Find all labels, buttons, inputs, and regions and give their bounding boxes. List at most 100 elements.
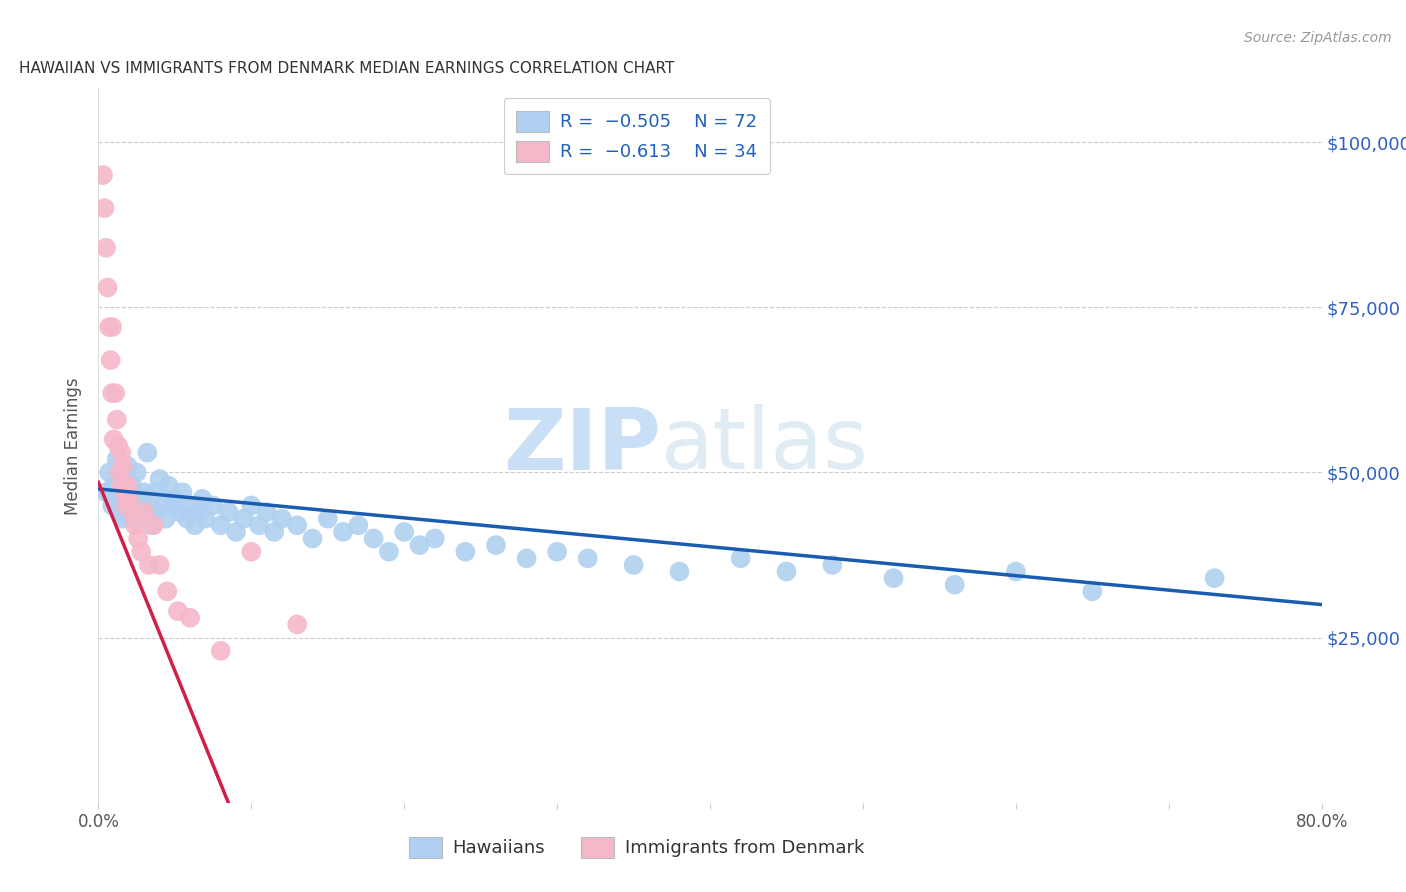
Point xyxy=(943,578,966,592)
Point xyxy=(191,491,214,506)
Point xyxy=(98,320,121,334)
Point xyxy=(139,499,162,513)
Point xyxy=(97,280,120,294)
Point xyxy=(142,518,165,533)
Point xyxy=(105,452,128,467)
Point xyxy=(576,551,599,566)
Point xyxy=(125,466,148,480)
Point xyxy=(117,458,139,473)
Point xyxy=(316,511,339,525)
Point xyxy=(105,412,128,426)
Point xyxy=(100,353,122,368)
Legend: Hawaiians, Immigrants from Denmark: Hawaiians, Immigrants from Denmark xyxy=(402,830,872,865)
Point xyxy=(423,532,446,546)
Point xyxy=(118,499,141,513)
Point xyxy=(101,320,124,334)
Point xyxy=(117,478,139,492)
Point xyxy=(1004,565,1026,579)
Point xyxy=(167,604,190,618)
Point xyxy=(136,445,159,459)
Point xyxy=(217,505,239,519)
Point xyxy=(112,485,135,500)
Point xyxy=(110,472,132,486)
Point xyxy=(93,201,115,215)
Point xyxy=(127,532,149,546)
Point xyxy=(775,565,797,579)
Y-axis label: Median Earnings: Median Earnings xyxy=(65,377,83,515)
Text: atlas: atlas xyxy=(661,404,869,488)
Point xyxy=(270,511,292,525)
Point xyxy=(240,499,263,513)
Point xyxy=(184,518,207,533)
Point xyxy=(179,499,201,513)
Point xyxy=(111,511,134,525)
Text: Source: ZipAtlas.com: Source: ZipAtlas.com xyxy=(1244,31,1392,45)
Point xyxy=(263,524,285,539)
Point xyxy=(516,551,538,566)
Point xyxy=(485,538,508,552)
Point xyxy=(101,386,124,401)
Point xyxy=(546,545,568,559)
Point xyxy=(103,433,125,447)
Point xyxy=(108,505,131,519)
Point xyxy=(134,485,156,500)
Point xyxy=(194,511,217,525)
Point xyxy=(91,168,114,182)
Point xyxy=(108,466,131,480)
Point xyxy=(332,524,354,539)
Point xyxy=(156,584,179,599)
Point xyxy=(138,558,160,572)
Point xyxy=(152,491,174,506)
Point xyxy=(301,532,323,546)
Point xyxy=(145,505,167,519)
Point xyxy=(163,491,186,506)
Point xyxy=(121,478,143,492)
Point xyxy=(347,518,370,533)
Point xyxy=(1204,571,1226,585)
Point xyxy=(115,499,138,513)
Point xyxy=(179,611,201,625)
Text: HAWAIIAN VS IMMIGRANTS FROM DENMARK MEDIAN EARNINGS CORRELATION CHART: HAWAIIAN VS IMMIGRANTS FROM DENMARK MEDI… xyxy=(18,61,675,76)
Point xyxy=(107,491,129,506)
Point xyxy=(124,511,146,525)
Point xyxy=(149,472,172,486)
Point xyxy=(209,518,232,533)
Point xyxy=(623,558,645,572)
Point xyxy=(176,511,198,525)
Point xyxy=(110,478,132,492)
Point xyxy=(107,439,129,453)
Point xyxy=(115,485,138,500)
Point xyxy=(98,466,121,480)
Point xyxy=(209,644,232,658)
Point xyxy=(1081,584,1104,599)
Point xyxy=(169,505,191,519)
Point xyxy=(883,571,905,585)
Point xyxy=(129,545,152,559)
Point xyxy=(149,558,172,572)
Point xyxy=(141,518,163,533)
Text: ZIP: ZIP xyxy=(503,404,661,488)
Point xyxy=(363,532,385,546)
Point xyxy=(104,386,127,401)
Point xyxy=(94,241,117,255)
Point xyxy=(118,491,141,506)
Point xyxy=(134,505,156,519)
Point xyxy=(392,524,416,539)
Point xyxy=(94,485,117,500)
Point xyxy=(172,485,194,500)
Point xyxy=(143,485,166,500)
Point xyxy=(240,545,263,559)
Point xyxy=(101,499,124,513)
Point xyxy=(155,511,177,525)
Point xyxy=(247,518,270,533)
Point xyxy=(202,499,225,513)
Point xyxy=(132,505,155,519)
Point xyxy=(187,505,209,519)
Point xyxy=(668,565,690,579)
Point xyxy=(225,524,247,539)
Point xyxy=(821,558,844,572)
Point xyxy=(103,478,125,492)
Point xyxy=(730,551,752,566)
Point xyxy=(110,445,132,459)
Point xyxy=(408,538,430,552)
